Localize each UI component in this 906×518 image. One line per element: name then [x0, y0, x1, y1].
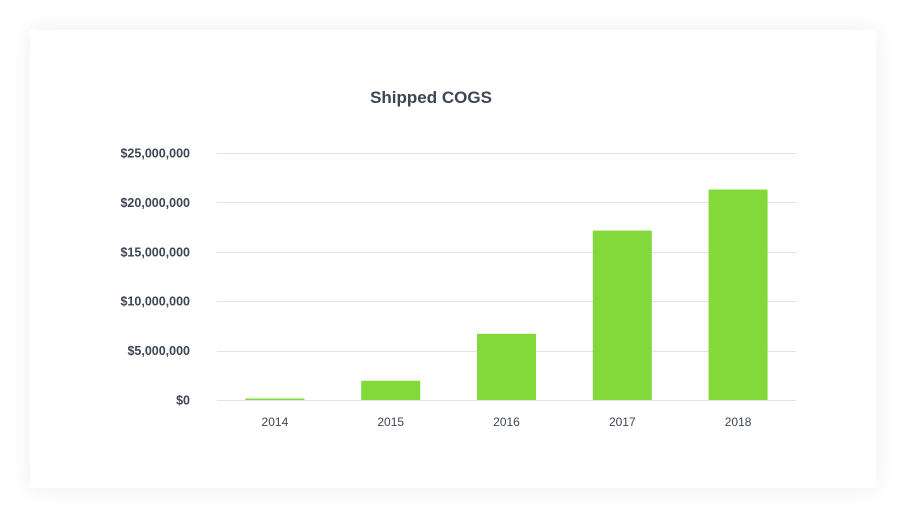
- bar-2015: [361, 380, 421, 400]
- bar-2017: [592, 230, 652, 400]
- y-tick-label: $5,000,000: [127, 344, 190, 358]
- x-tick-label: 2016: [493, 415, 520, 429]
- y-tick-label: $0: [176, 394, 190, 408]
- bar-2018: [708, 189, 768, 400]
- x-tick-label: 2014: [262, 415, 289, 429]
- x-tick-label: 2018: [725, 415, 752, 429]
- y-tick-label: $20,000,000: [120, 196, 190, 210]
- bar-2014: [245, 398, 305, 401]
- x-tick-label: 2017: [609, 415, 636, 429]
- bar-2016: [477, 333, 536, 400]
- x-tick-label: 2015: [377, 415, 404, 429]
- y-tick-label: $10,000,000: [120, 295, 190, 309]
- chart-title: Shipped COGS: [370, 88, 492, 107]
- y-tick-label: $25,000,000: [120, 147, 190, 161]
- y-tick-label: $15,000,000: [120, 245, 190, 259]
